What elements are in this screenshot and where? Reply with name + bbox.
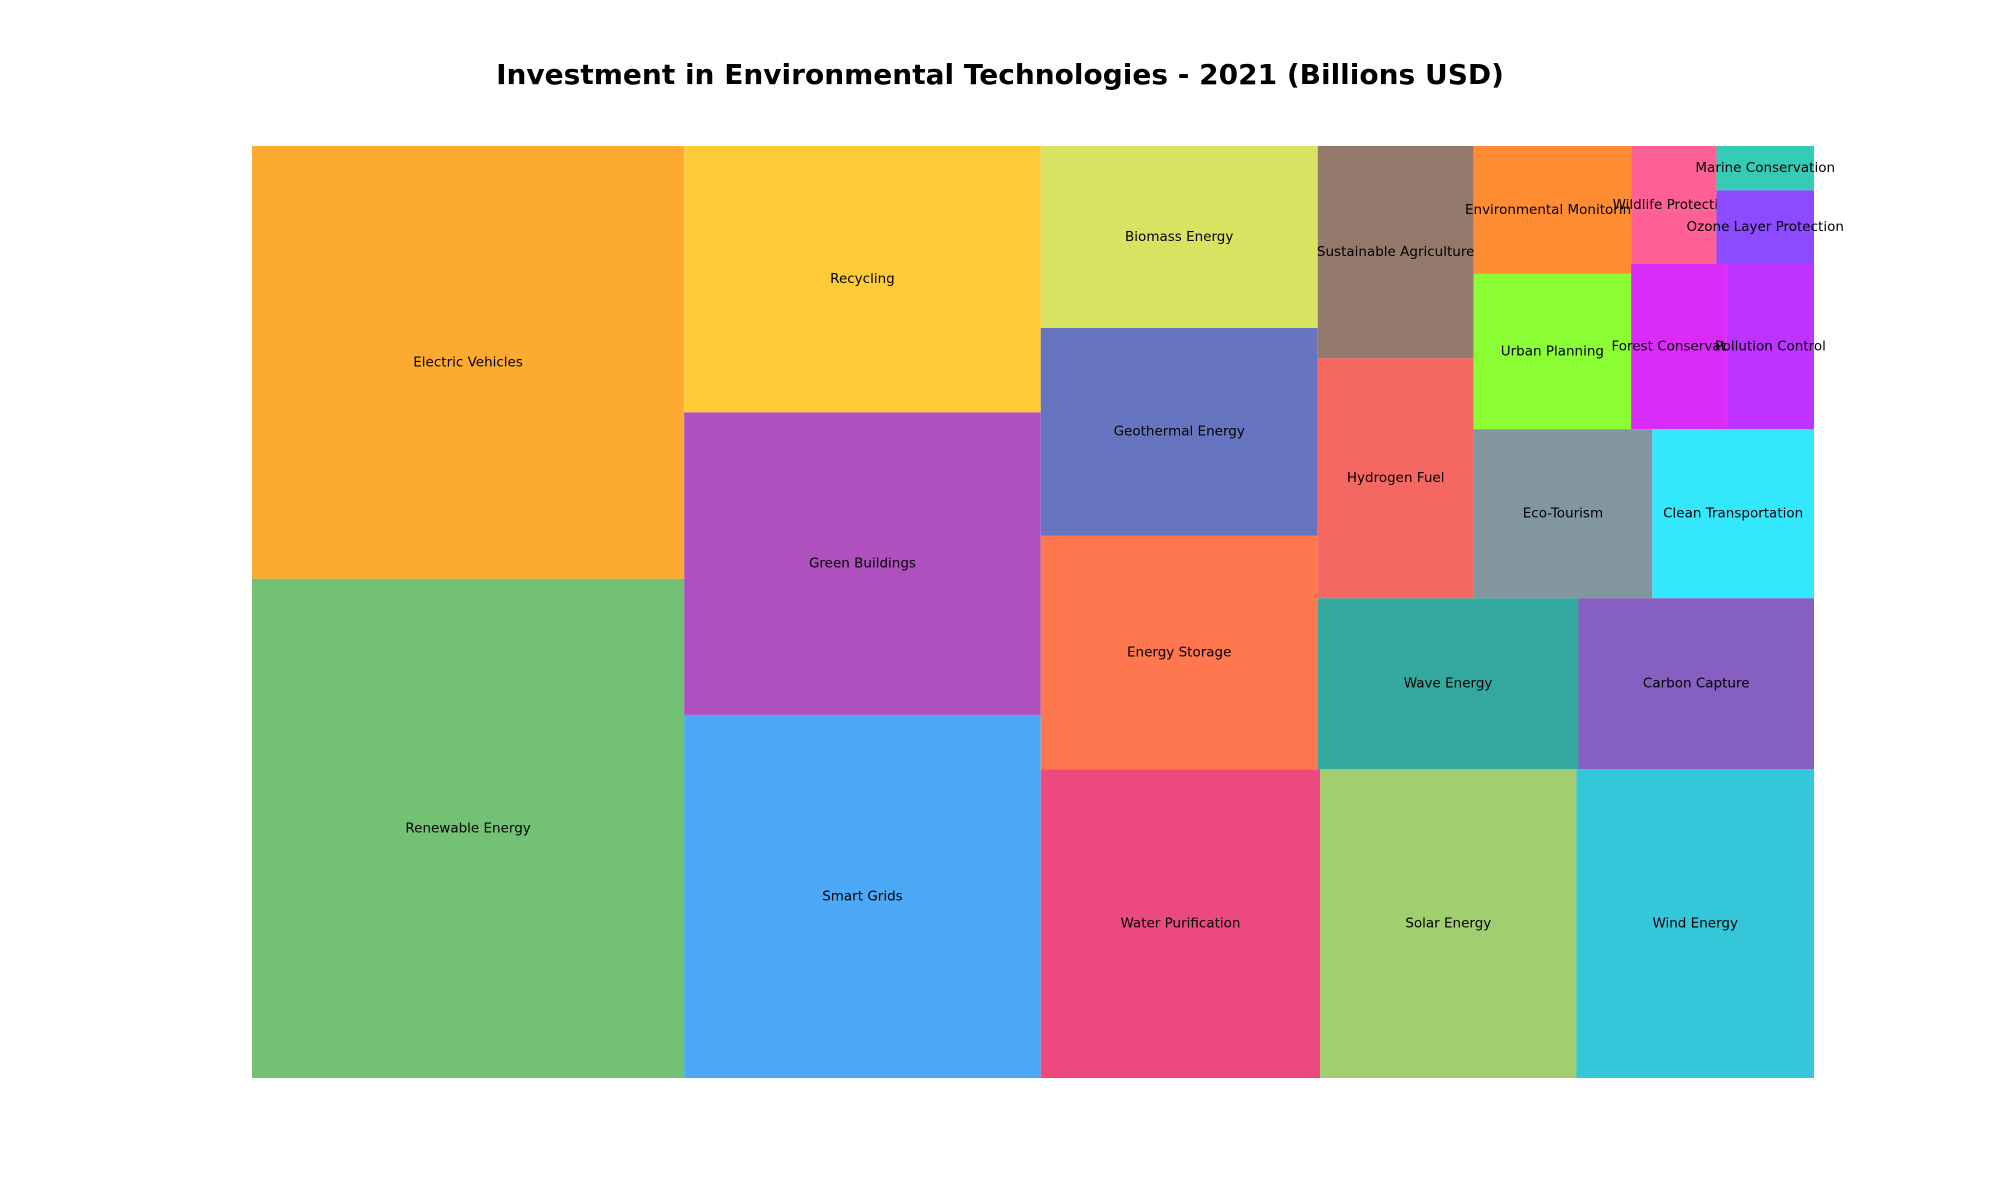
tile-clean-transportation: Clean Transportation	[1652, 429, 1814, 599]
treemap-label-forest-conservation: Forest Conservation	[1612, 339, 1747, 355]
tile-geothermal-energy: Geothermal Energy	[1040, 327, 1318, 536]
treemap-label-water-purification: Water Purification	[1120, 916, 1240, 932]
tile-wildlife-protection: Wildlife Protection	[1613, 146, 1735, 264]
treemap-rect-electric-vehicles	[252, 146, 685, 579]
treemap-label-green-buildings: Green Buildings	[809, 556, 916, 572]
treemap-label-recycling: Recycling	[830, 271, 895, 287]
treemap-rect-solar-energy	[1320, 769, 1577, 1078]
tile-water-purification: Water Purification	[1040, 769, 1321, 1078]
treemap-rect-hydrogen-fuel	[1317, 358, 1474, 599]
treemap-label-wildlife-protection: Wildlife Protection	[1613, 197, 1735, 213]
treemap-label-geothermal-energy: Geothermal Energy	[1114, 424, 1245, 440]
treemap-rect-biomass-energy	[1040, 146, 1318, 328]
treemap-rect-clean-transportation	[1652, 429, 1814, 599]
treemap-rect-recycling	[684, 146, 1041, 413]
tile-wave-energy: Wave Energy	[1317, 598, 1579, 770]
treemap-label-biomass-energy: Biomass Energy	[1125, 229, 1233, 245]
tile-forest-conservation: Forest Conservation	[1612, 263, 1747, 430]
tile-ozone-layer-protection: Ozone Layer Protection	[1687, 190, 1844, 264]
tile-sustainable-agriculture: Sustainable Agriculture	[1317, 146, 1474, 359]
treemap-label-ozone-layer-protection: Ozone Layer Protection	[1687, 219, 1844, 235]
tile-wind-energy: Wind Energy	[1576, 769, 1814, 1078]
treemap-rect-ozone-layer-protection	[1716, 190, 1814, 264]
tile-smart-grids: Smart Grids	[684, 714, 1041, 1078]
treemap-label-clean-transportation: Clean Transportation	[1663, 506, 1803, 522]
treemap-label-electric-vehicles: Electric Vehicles	[413, 354, 523, 370]
treemap-label-renewable-energy: Renewable Energy	[405, 820, 530, 836]
tile-recycling: Recycling	[684, 146, 1041, 413]
treemap-rect-pollution-control	[1726, 263, 1814, 430]
treemap-label-eco-tourism: Eco-Tourism	[1523, 506, 1603, 522]
treemap-rect-renewable-energy	[252, 578, 685, 1078]
tile-green-buildings: Green Buildings	[684, 412, 1041, 715]
tile-eco-tourism: Eco-Tourism	[1473, 429, 1653, 599]
treemap-label-wave-energy: Wave Energy	[1404, 676, 1493, 692]
treemap-label-energy-storage: Energy Storage	[1127, 644, 1231, 660]
tile-urban-planning: Urban Planning	[1473, 273, 1632, 430]
treemap-label-urban-planning: Urban Planning	[1501, 344, 1604, 360]
treemap-label-hydrogen-fuel: Hydrogen Fuel	[1347, 470, 1445, 486]
tile-marine-conservation: Marine Conservation	[1695, 146, 1835, 191]
treemap-rect-smart-grids	[684, 714, 1041, 1078]
tile-hydrogen-fuel: Hydrogen Fuel	[1317, 358, 1474, 599]
tile-energy-storage: Energy Storage	[1040, 535, 1318, 770]
treemap-rect-urban-planning	[1473, 273, 1632, 430]
treemap-rect-marine-conservation	[1716, 146, 1814, 191]
tile-carbon-capture: Carbon Capture	[1578, 598, 1814, 770]
treemap-label-pollution-control: Pollution Control	[1715, 339, 1826, 355]
treemap-rect-green-buildings	[684, 412, 1041, 715]
treemap-rect-geothermal-energy	[1040, 327, 1318, 536]
tile-environmental-monitoring: Environmental Monitoring	[1465, 146, 1640, 274]
treemap-rect-forest-conservation	[1631, 263, 1727, 430]
tile-pollution-control: Pollution Control	[1715, 263, 1826, 430]
treemap-rect-wind-energy	[1576, 769, 1814, 1078]
treemap-rect-water-purification	[1040, 769, 1321, 1078]
tile-solar-energy: Solar Energy	[1320, 769, 1577, 1078]
treemap-label-wind-energy: Wind Energy	[1652, 916, 1737, 932]
treemap-label-carbon-capture: Carbon Capture	[1643, 676, 1750, 692]
treemap-label-smart-grids: Smart Grids	[822, 888, 903, 904]
tile-electric-vehicles: Electric Vehicles	[252, 146, 685, 579]
treemap-label-marine-conservation: Marine Conservation	[1695, 160, 1835, 176]
treemap-label-solar-energy: Solar Energy	[1405, 916, 1491, 932]
tile-biomass-energy: Biomass Energy	[1040, 146, 1318, 328]
treemap-rect-wave-energy	[1317, 598, 1579, 770]
treemap-label-environmental-monitoring: Environmental Monitoring	[1465, 202, 1640, 218]
treemap-rect-eco-tourism	[1473, 429, 1653, 599]
treemap-label-sustainable-agriculture: Sustainable Agriculture	[1317, 244, 1474, 260]
treemap-rect-carbon-capture	[1578, 598, 1814, 770]
chart-title: Investment in Environmental Technologies…	[496, 58, 1504, 91]
tile-renewable-energy: Renewable Energy	[252, 578, 685, 1078]
treemap-rect-wildlife-protection	[1631, 146, 1717, 264]
treemap-rect-sustainable-agriculture	[1317, 146, 1474, 359]
treemap-rect-energy-storage	[1040, 535, 1318, 770]
treemap-rect-environmental-monitoring	[1473, 146, 1632, 274]
